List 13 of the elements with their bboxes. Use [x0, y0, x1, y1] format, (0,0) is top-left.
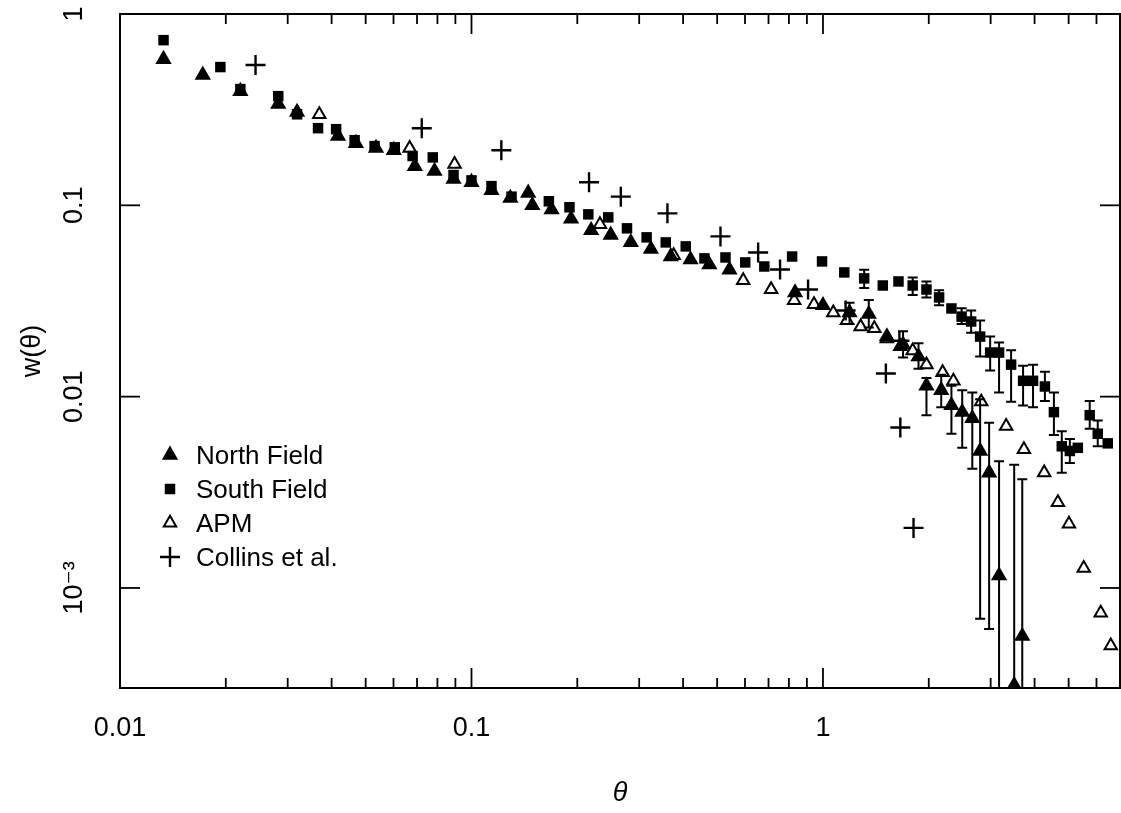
- legend-label: South Field: [196, 474, 328, 504]
- x-axis-title: θ: [612, 777, 628, 807]
- y-tick-label: 1: [58, 6, 88, 22]
- x-tick-label: 0.01: [93, 712, 147, 742]
- y-axis-title: w(θ): [16, 324, 46, 379]
- y-tick-label: 0.01: [58, 370, 88, 423]
- y-tick-label: 0.1: [58, 186, 88, 225]
- legend-label: APM: [196, 508, 253, 538]
- legend-label: North Field: [196, 440, 324, 470]
- legend-label: Collins et al.: [196, 542, 338, 572]
- y-tick-label: 10⁻³: [58, 561, 88, 615]
- x-tick-label: 0.1: [452, 712, 491, 742]
- x-tick-label: 1: [815, 712, 831, 742]
